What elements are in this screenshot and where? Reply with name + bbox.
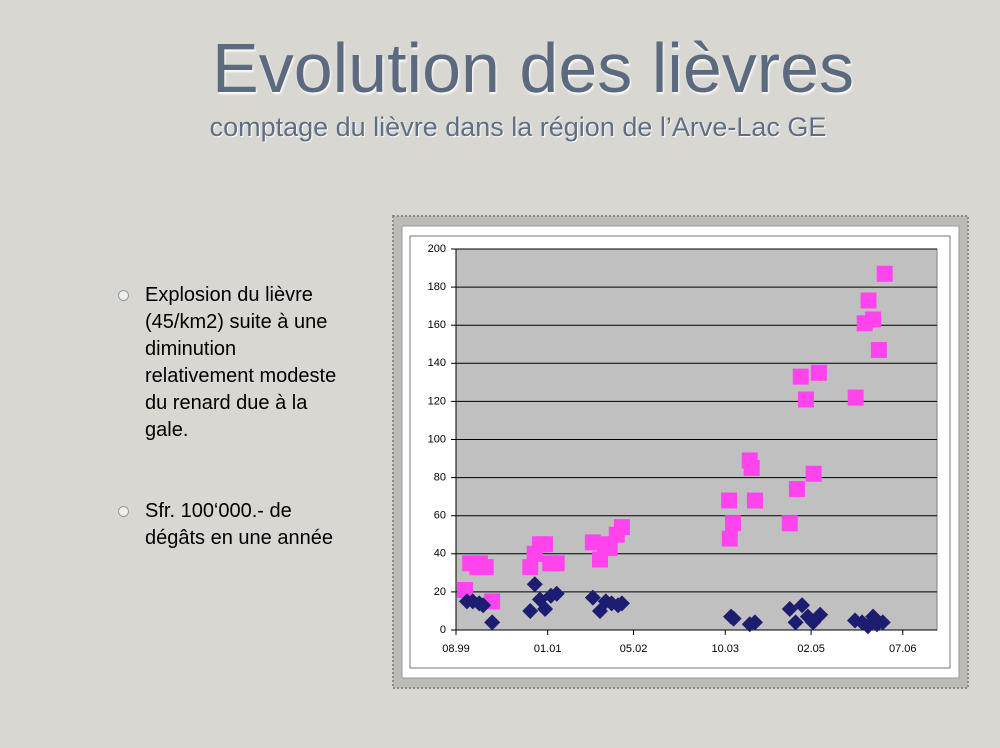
bullet-list: Explosion du lièvre (45/km2) suite à une… [118,282,338,606]
point [812,606,829,623]
point [743,460,760,477]
point [865,311,882,328]
point [847,389,864,406]
x-tick-label: 08.99 [442,643,470,655]
bullet: Explosion du lièvre (45/km2) suite à une… [118,282,338,444]
point [810,364,827,381]
point [721,492,738,509]
point [805,465,822,482]
point [548,585,565,602]
y-tick-label: 20 [434,586,446,598]
point [876,265,893,282]
point [457,581,474,598]
slide-subtitle: comptage du lièvre dans la région de l’A… [209,112,827,142]
y-tick-label: 160 [428,319,446,331]
point [613,519,630,536]
y-tick-label: 120 [428,395,446,407]
point [781,515,798,532]
x-tick-label: 07.06 [889,643,917,655]
point [870,341,887,358]
point [601,540,618,557]
point [781,601,798,618]
point [526,576,543,593]
x-tick-label: 10.03 [711,643,739,655]
point [522,559,539,576]
point [537,601,554,618]
point [797,391,814,408]
point [724,515,741,532]
slide-title: Evolution des lièvres [212,29,854,107]
point [787,614,804,631]
point [788,481,805,498]
point [548,555,565,572]
point [477,559,494,576]
point [792,368,809,385]
point [475,597,492,614]
bullet: Sfr. 100‘000.- de dégâts en une année [118,498,338,552]
y-tick-label: 100 [428,433,446,445]
point [584,589,601,606]
y-tick-label: 80 [434,472,446,484]
point [860,292,877,309]
point [584,534,601,551]
point [484,614,501,631]
y-tick-label: 200 [428,243,446,255]
y-tick-label: 40 [434,548,446,560]
point [794,597,811,614]
y-tick-label: 140 [428,357,446,369]
point [746,492,763,509]
y-tick-label: 60 [434,510,446,522]
y-tick-label: 0 [440,624,446,636]
y-tick-label: 180 [428,281,446,293]
x-tick-label: 01.01 [534,643,562,655]
point [721,530,738,547]
point [725,610,742,627]
point [537,536,554,553]
point [522,602,539,619]
point [746,614,763,631]
point [874,614,891,631]
point [613,595,630,612]
x-tick-label: 05.02 [620,643,648,655]
x-tick-label: 02.05 [797,643,825,655]
